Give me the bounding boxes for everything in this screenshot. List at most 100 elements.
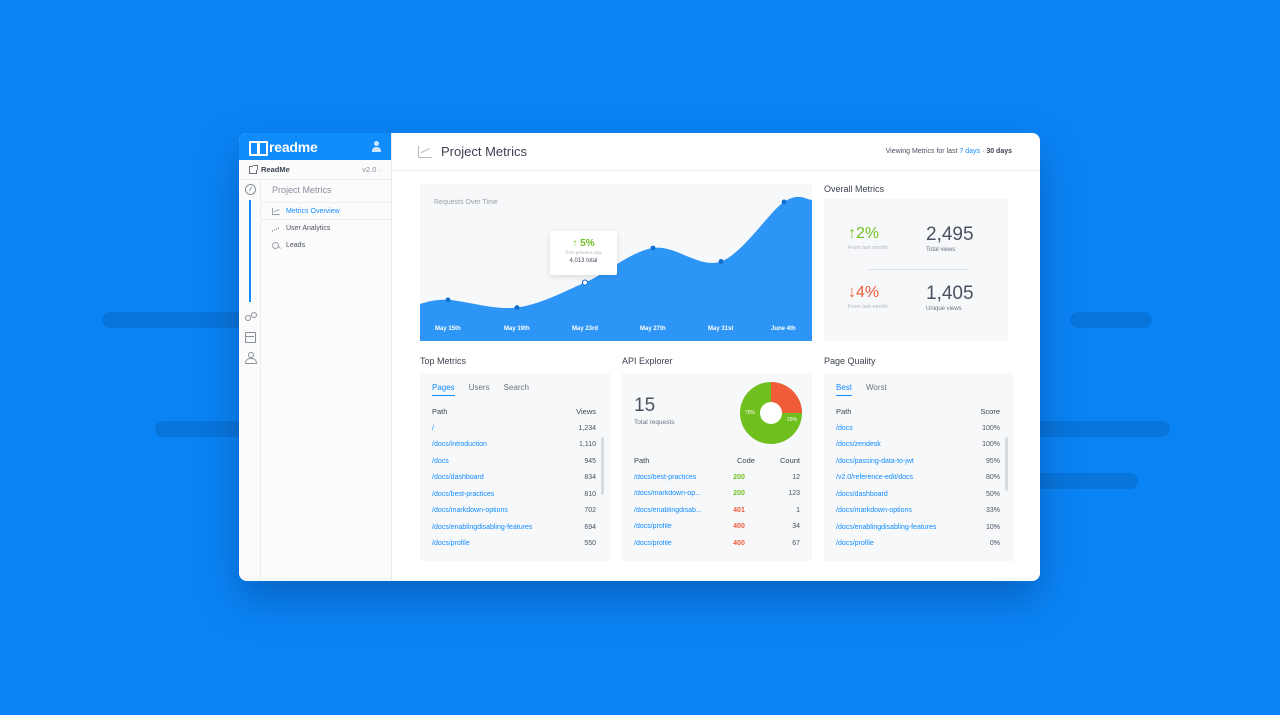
path-link[interactable]: /v2.0/reference-edit/docs [836,474,914,482]
stat-change-up: ↑2% From last month [848,225,888,251]
page-title: Project Metrics [441,144,527,159]
row-value: 810 [584,490,596,498]
range-30-days-link[interactable]: 30 days [986,148,1012,155]
path-link[interactable]: /docs/profile [634,539,672,547]
x-tick-label: May 31st [708,326,734,332]
table-row[interactable]: /docs/profile 0% [836,536,1000,553]
path-link[interactable]: /docs/best-practices [432,490,495,498]
tab-search[interactable]: Search [503,383,529,392]
arrow-down-icon: ↓ [848,284,856,301]
page-header: Project Metrics Viewing Metrics for last… [392,133,1040,171]
main-content: Project Metrics Viewing Metrics for last… [392,133,1040,581]
tab-worst[interactable]: Worst [866,383,887,392]
pie-label-success: 75% [745,410,756,416]
path-link[interactable]: /docs/markdown-op... [634,490,701,498]
column-header-code: Code [737,456,755,465]
path-link[interactable]: /docs/zendesk [836,441,881,449]
api-explorer-title: API Explorer [622,356,673,366]
path-link[interactable]: /docs/markdown-options [836,507,912,515]
scrollbar[interactable] [601,437,604,495]
project-name: ReadMe [261,165,290,174]
table-row[interactable]: /docs/zendesk 100% [836,437,1000,454]
chart-point[interactable] [445,297,451,303]
row-value: 33% [985,507,1000,515]
path-link[interactable]: /docs/enablingdisab... [634,506,702,514]
tab-pages[interactable]: Pages [432,383,455,396]
chart-point[interactable] [514,305,520,310]
table-row[interactable]: /docs/enablingdisabling-features 694 [432,519,596,536]
range-7-days-link[interactable]: 7 days [959,148,981,155]
table-row[interactable]: /docs/enablingdisabling-features 10% [836,519,1000,536]
table-row[interactable]: /docs 945 [432,453,596,470]
scrollbar[interactable] [1005,437,1008,491]
sidebar-item-label: Metrics Overview [286,207,340,215]
path-link[interactable]: /docs/profile [634,523,672,531]
gauge-icon[interactable] [245,184,256,195]
tab-users[interactable]: Users [468,383,490,392]
table-row[interactable]: / 1,234 [432,420,596,437]
path-link[interactable]: /docs/enablingdisabling-features [836,523,937,531]
path-link[interactable]: /docs/markdown-options [432,507,508,515]
path-link[interactable]: /docs/passing-data-to-jwt [836,457,914,465]
table-row[interactable]: /docs/profile 400 67 [634,535,800,552]
brand-name[interactable]: readme [269,138,318,155]
row-count: 1 [796,506,800,514]
project-selector[interactable]: ReadMe v2.0 · [239,160,391,180]
chart-point[interactable] [718,259,724,264]
user-icon[interactable] [372,141,381,152]
person-icon[interactable] [245,352,257,364]
column-header-score: Score [980,407,1000,416]
sidebar-item-user-analytics[interactable]: User Analytics [261,220,392,237]
share-icon[interactable] [245,312,257,323]
stats-divider [868,269,968,270]
table-row[interactable]: /docs/markdown-op... 200 123 [634,486,800,503]
pie-hole [760,402,782,424]
chart-point[interactable] [650,245,656,251]
table-row[interactable]: /docs/dashboard 50% [836,486,1000,503]
version-selector[interactable]: v2.0 · [362,165,381,174]
status-code: 400 [733,523,745,531]
chart-point[interactable] [581,279,589,286]
x-tick-label: May 15th [435,326,461,332]
table-row[interactable]: /docs/introduction 1,110 [432,437,596,454]
table-row[interactable]: /docs/markdown-options 33% [836,503,1000,520]
table-icon[interactable] [245,332,256,343]
path-link[interactable]: /docs/best-practices [634,473,697,481]
path-link[interactable]: / [432,424,434,432]
path-link[interactable]: /docs/profile [432,540,470,548]
sidebar-nav: Project Metrics Metrics Overview User An… [261,180,392,254]
row-value: 50% [985,490,1000,498]
path-link[interactable]: /docs [836,424,853,432]
row-count: 34 [792,523,800,531]
table-row[interactable]: /docs/markdown-options 702 [432,503,596,520]
column-header-path: Path [634,456,650,465]
table-row[interactable]: /docs 100% [836,420,1000,437]
sidebar-item-metrics-overview[interactable]: Metrics Overview [261,203,392,220]
path-link[interactable]: /docs/enablingdisabling-features [432,523,533,531]
path-link[interactable]: /docs/profile [836,540,874,548]
sidebar-item-leads[interactable]: Leads [261,237,392,254]
line-chart-icon [418,145,432,158]
readme-logo-icon[interactable] [249,140,268,156]
status-code: 400 [733,539,745,547]
path-link[interactable]: /docs/introduction [432,441,487,449]
table-row[interactable]: /docs/enablingdisab... 401 1 [634,502,800,519]
path-link[interactable]: /docs/dashboard [836,490,888,498]
path-link[interactable]: /docs [432,457,449,465]
stat-value: 1,405 [926,283,974,304]
table-row[interactable]: /docs/best-practices 810 [432,486,596,503]
table-row[interactable]: /v2.0/reference-edit/docs 80% [836,470,1000,487]
stat-label: Total views [926,247,956,253]
table-row[interactable]: /docs/profile 400 34 [634,519,800,536]
path-link[interactable]: /docs/dashboard [432,474,484,482]
sidebar-item-label: User Analytics [286,225,331,232]
tab-best[interactable]: Best [836,383,853,396]
table-row[interactable]: /docs/dashboard 834 [432,470,596,487]
table-row[interactable]: /docs/profile 550 [432,536,596,553]
top-metrics-tabs: Pages Users Search [432,383,543,396]
table-row[interactable]: /docs/passing-data-to-jwt 95% [836,453,1000,470]
table-row[interactable]: /docs/best-practices 200 12 [634,469,800,486]
external-link-icon[interactable] [249,164,258,174]
status-code: 200 [733,473,745,481]
chart-point[interactable] [781,199,787,205]
